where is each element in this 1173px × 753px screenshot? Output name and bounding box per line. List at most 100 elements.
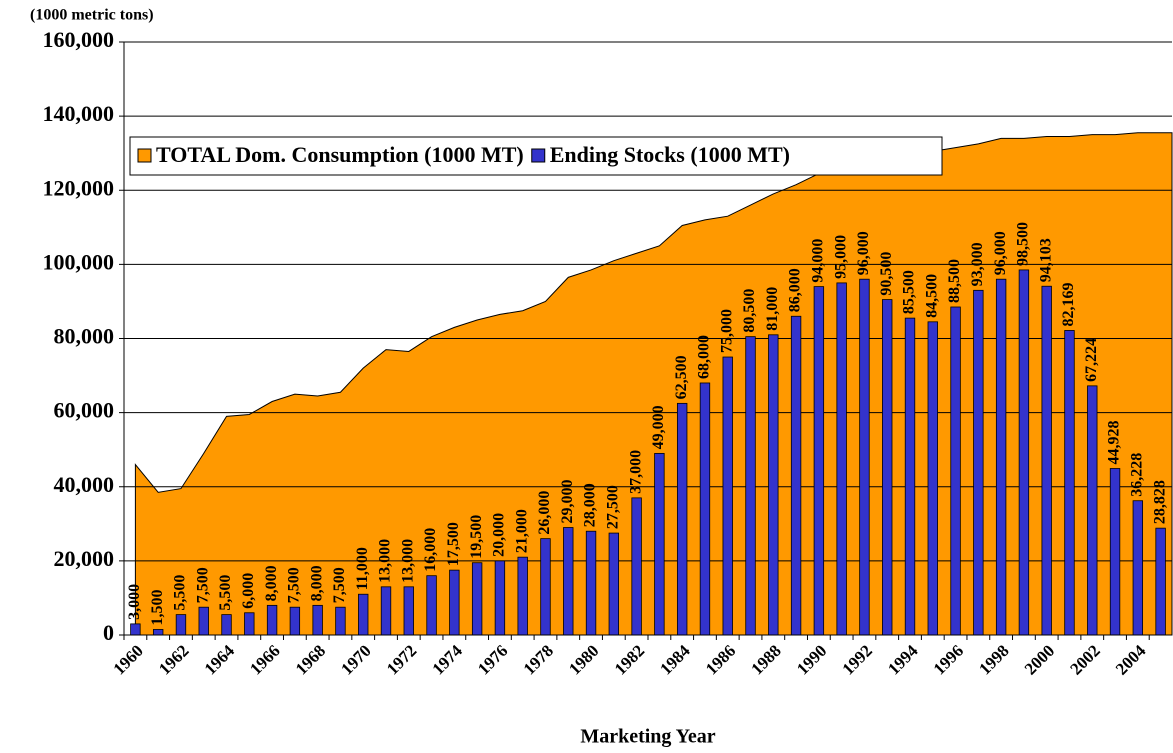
legend-label: Ending Stocks (1000 MT) — [550, 142, 790, 167]
x-tick-label: 2002 — [1066, 641, 1103, 678]
y-tick-label: 120,000 — [43, 175, 115, 200]
value-label: 13,000 — [399, 539, 416, 583]
legend-swatch — [137, 148, 152, 163]
x-tick-label: 1970 — [337, 641, 374, 678]
x-tick-label: 2000 — [1021, 641, 1058, 678]
bar — [358, 593, 369, 636]
value-label: 17,500 — [445, 522, 462, 566]
bar — [836, 282, 847, 636]
x-tick-label: 1964 — [201, 641, 239, 679]
bar — [608, 532, 620, 636]
value-label: 81,000 — [764, 287, 781, 331]
value-label: 44,928 — [1106, 420, 1123, 464]
bar — [1087, 385, 1098, 636]
value-label: 26,000 — [536, 491, 553, 535]
value-label: 3,000 — [126, 584, 143, 620]
bar — [745, 336, 756, 636]
value-label: 67,224 — [1083, 338, 1100, 382]
bar — [540, 538, 551, 636]
y-tick-label: 40,000 — [54, 472, 115, 497]
area — [134, 132, 1173, 636]
bar — [335, 606, 346, 636]
bar — [403, 586, 414, 636]
x-tick-label: 1966 — [246, 641, 283, 678]
value-label: 37,000 — [627, 450, 644, 494]
value-label: 49,000 — [650, 405, 667, 449]
bar — [950, 306, 961, 636]
bar — [973, 289, 984, 636]
value-label: 96,000 — [855, 231, 872, 275]
x-tick-label: 1984 — [656, 641, 694, 679]
value-label: 16,000 — [422, 528, 439, 572]
value-label: 85,500 — [901, 270, 918, 314]
bar — [517, 556, 528, 636]
legend: TOTAL Dom. Consumption (1000 MT) Ending S… — [129, 136, 943, 176]
bar — [266, 604, 278, 636]
bar — [175, 614, 187, 636]
value-label: 21,000 — [513, 509, 530, 553]
bar — [859, 278, 870, 636]
bar — [289, 606, 301, 636]
value-label: 13,000 — [377, 539, 394, 583]
value-label: 7,500 — [331, 567, 348, 603]
value-label: 28,828 — [1151, 480, 1168, 524]
x-tick-label: 1990 — [793, 641, 830, 678]
bar — [471, 562, 483, 636]
y-axis-label: (1000 metric tons) — [30, 7, 154, 24]
value-label: 94,103 — [1037, 238, 1054, 282]
value-label: 8,000 — [263, 565, 280, 601]
bar — [494, 560, 506, 636]
value-label: 84,500 — [923, 274, 940, 318]
x-tick-label: 1960 — [110, 641, 147, 678]
legend-box — [129, 136, 943, 176]
bar — [244, 612, 255, 636]
bar — [676, 402, 688, 636]
value-label: 94,000 — [810, 239, 827, 283]
y-tick-label: 140,000 — [43, 101, 115, 126]
bar — [1109, 468, 1121, 636]
value-label: 68,000 — [696, 335, 713, 379]
y-tick-label: 100,000 — [43, 249, 115, 274]
value-label: 20,000 — [491, 513, 508, 557]
bar — [585, 530, 597, 636]
bar — [198, 606, 209, 636]
bar — [699, 382, 711, 636]
value-label: 1,500 — [149, 589, 166, 625]
legend-label: TOTAL Dom. Consumption (1000 MT) — [156, 142, 524, 167]
value-label: 27,500 — [604, 485, 621, 529]
value-label: 75,000 — [718, 309, 735, 353]
x-tick-label: 1974 — [428, 641, 466, 679]
bar — [1064, 330, 1075, 636]
bar — [631, 497, 642, 636]
value-label: 28,000 — [582, 483, 599, 527]
bar — [1041, 285, 1052, 636]
bar — [449, 569, 460, 636]
bar — [380, 586, 392, 636]
y-tick-label: 20,000 — [54, 546, 115, 571]
value-label: 36,228 — [1128, 453, 1145, 497]
x-axis-label: Marketing Year — [580, 726, 715, 748]
y-tick-label: 60,000 — [54, 398, 115, 423]
x-tick-label: 1988 — [747, 641, 784, 678]
x-tick-label: 1968 — [292, 641, 329, 678]
bar — [995, 278, 1007, 636]
value-label: 62,500 — [673, 355, 690, 399]
value-label: 29,000 — [559, 480, 576, 524]
bar — [1155, 527, 1166, 636]
value-label: 11,000 — [354, 547, 371, 590]
value-label: 88,500 — [946, 259, 963, 303]
value-label: 86,000 — [787, 268, 804, 312]
y-tick-label: 80,000 — [54, 324, 115, 349]
bar — [654, 452, 665, 636]
bar — [813, 286, 825, 636]
bar — [904, 317, 916, 636]
value-label: 98,500 — [1015, 222, 1032, 266]
x-tick-label: 2004 — [1112, 641, 1150, 679]
bar — [563, 527, 574, 636]
legend-swatch — [531, 148, 546, 163]
bar — [426, 575, 437, 636]
bar — [152, 629, 164, 636]
x-tick-label: 1980 — [565, 641, 602, 678]
x-tick-label: 1992 — [839, 641, 876, 678]
bar — [927, 321, 938, 636]
